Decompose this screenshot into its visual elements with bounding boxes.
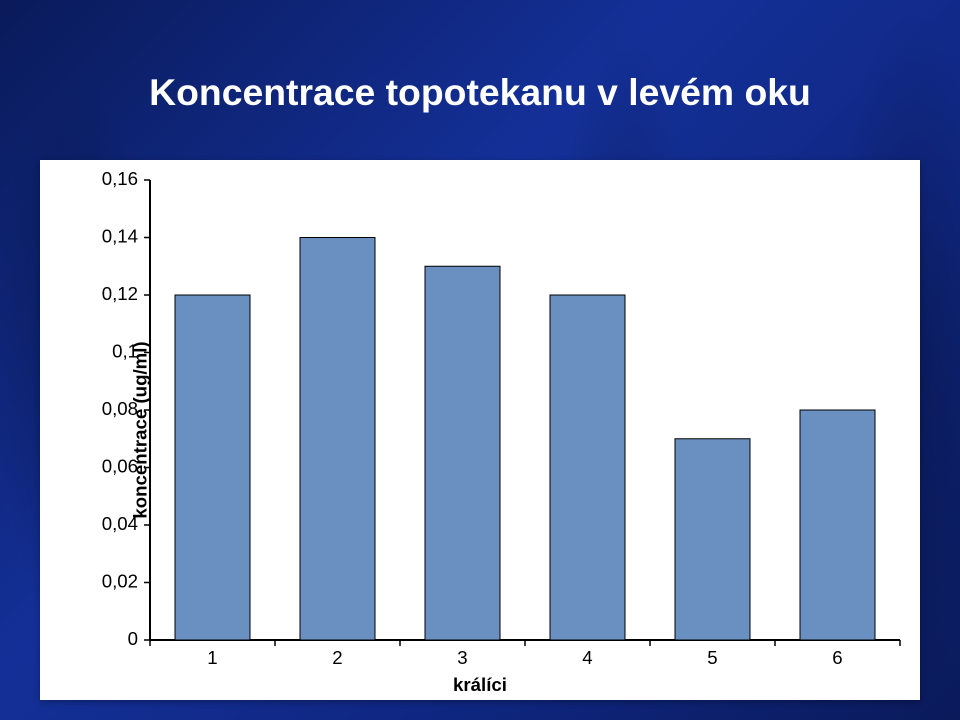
x-tick-label: 6: [832, 647, 842, 668]
title-line-1: Koncentrace topotekanu v levém oku: [149, 71, 811, 113]
slide-background: Koncentrace topotekanu v levém oku při i…: [0, 0, 960, 720]
bar: [300, 238, 375, 641]
bar: [425, 266, 500, 640]
bar: [800, 410, 875, 640]
x-tick-label: 2: [332, 647, 342, 668]
x-tick-label: 4: [582, 647, 592, 668]
x-tick-label: 1: [207, 647, 217, 668]
bar-chart: 00,020,040,060,080,10,120,140,16123456: [40, 160, 920, 700]
y-tick-label: 0,16: [102, 168, 138, 189]
bar: [550, 295, 625, 640]
x-axis-label: králíci: [453, 674, 507, 696]
x-tick-label: 5: [707, 647, 717, 668]
y-tick-label: 0,12: [102, 283, 138, 304]
y-tick-label: 0,14: [102, 226, 138, 247]
bar: [175, 295, 250, 640]
y-tick-label: 0,02: [102, 571, 138, 592]
y-axis-label: koncentrace (ug/ml): [130, 341, 152, 518]
x-tick-label: 3: [457, 647, 467, 668]
bar: [675, 439, 750, 640]
chart-panel: 00,020,040,060,080,10,120,140,16123456 k…: [40, 160, 920, 700]
y-tick-label: 0: [128, 628, 138, 649]
